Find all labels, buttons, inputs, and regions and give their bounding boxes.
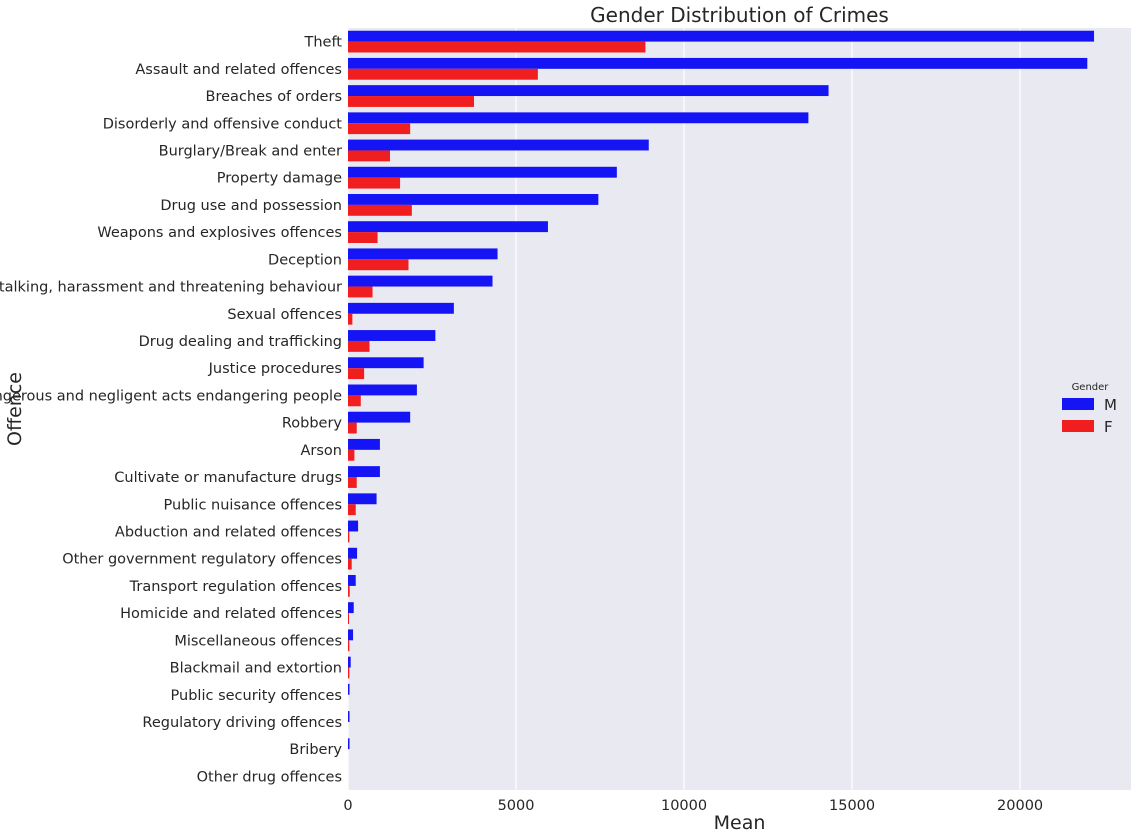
legend-swatch-m — [1062, 398, 1094, 410]
bar-f — [348, 123, 411, 135]
bar-m — [348, 112, 809, 124]
y-tick-label: Homicide and related offences — [120, 606, 342, 622]
bar-m — [348, 683, 350, 695]
bar-m — [348, 711, 350, 722]
bar-m — [348, 547, 358, 559]
y-tick-label: Transport regulation offences — [129, 579, 342, 595]
bar-f — [348, 232, 378, 243]
bar-m — [348, 30, 1095, 42]
bar-f — [348, 504, 356, 516]
legend-label-f: F — [1104, 418, 1113, 436]
bar-m — [348, 602, 354, 614]
y-tick-label: Deception — [268, 252, 342, 268]
bars — [348, 30, 1095, 750]
y-tick-label: Breaches of orders — [206, 89, 342, 105]
bar-m — [348, 466, 380, 478]
bar-f — [348, 313, 353, 325]
bar-f — [348, 96, 475, 107]
y-tick-label: Blackmail and extortion — [170, 661, 342, 677]
bar-m — [348, 384, 417, 396]
bar-m — [348, 330, 436, 341]
bar-f — [348, 204, 412, 216]
y-tick-label: Other drug offences — [197, 769, 342, 785]
x-tick-label: 20000 — [997, 798, 1043, 814]
x-tick-label: 0 — [343, 798, 352, 814]
bar-f — [348, 585, 350, 597]
x-axis-title: Mean — [714, 812, 766, 834]
y-tick-label: Weapons and explosives offences — [97, 225, 342, 241]
bar-f — [348, 150, 391, 162]
bar-f — [348, 368, 365, 380]
y-tick-label: Drug use and possession — [160, 198, 342, 214]
y-axis-title: Offence — [4, 372, 26, 446]
legend-swatch-f — [1062, 420, 1094, 432]
category-labels: Theft Assault and related offences Breache… — [0, 35, 342, 786]
y-tick-label: Public security offences — [171, 688, 342, 704]
y-tick-label: Abduction and related offences — [115, 524, 342, 540]
bar-m — [348, 85, 829, 97]
bar-m — [348, 575, 356, 586]
legend-title: Gender — [1072, 382, 1110, 393]
bar-f — [348, 286, 373, 298]
bar-f — [348, 340, 370, 352]
bar-f — [348, 449, 355, 461]
bar-f — [348, 531, 350, 543]
y-tick-label: Regulatory driving offences — [142, 715, 342, 731]
y-tick-label: Bribery — [289, 742, 342, 758]
bar-m — [348, 629, 354, 641]
bar-f — [348, 667, 350, 679]
x-tick-labels: 0 5000 10000 15000 20000 — [343, 798, 1043, 814]
bar-f — [348, 422, 357, 434]
bar-m — [348, 275, 493, 287]
y-tick-label: Disorderly and offensive conduct — [103, 116, 343, 132]
bar-f — [348, 41, 646, 53]
bar-f — [348, 395, 361, 407]
legend: Gender M F — [1062, 382, 1117, 436]
y-tick-label: Robbery — [282, 416, 343, 432]
y-tick-label: Stalking, harassment and threatening beh… — [0, 280, 342, 296]
bar-f — [348, 558, 352, 570]
y-tick-label: Miscellaneous offences — [174, 633, 342, 649]
bar-f — [348, 613, 350, 624]
bar-m — [348, 194, 599, 205]
bar-m — [348, 166, 617, 178]
y-tick-label: Justice procedures — [208, 361, 342, 377]
bar-f — [348, 177, 401, 189]
bar-m — [348, 438, 380, 450]
bar-m — [348, 248, 498, 260]
chart-title: Gender Distribution of Crimes — [590, 3, 889, 27]
bar-m — [348, 357, 424, 369]
bar-f — [348, 259, 409, 271]
y-tick-label: Other government regulatory offences — [62, 552, 342, 568]
y-tick-label: Assault and related offences — [135, 62, 342, 78]
y-tick-label: Dangerous and negligent acts endangering… — [0, 388, 342, 404]
y-tick-label: Burglary/Break and enter — [159, 143, 342, 159]
bar-m — [348, 57, 1088, 69]
bar-m — [348, 520, 359, 532]
bar-f — [348, 640, 350, 652]
y-tick-label: Public nuisance offences — [164, 497, 342, 513]
bar-m — [348, 302, 454, 314]
y-tick-label: Drug dealing and trafficking — [139, 334, 342, 350]
bar-m — [348, 493, 377, 505]
bar-m — [348, 656, 351, 668]
x-tick-label: 10000 — [661, 798, 707, 814]
y-tick-label: Arson — [301, 443, 343, 459]
bar-m — [348, 738, 350, 750]
legend-label-m: M — [1104, 396, 1117, 414]
bar-m — [348, 139, 649, 151]
x-tick-label: 5000 — [498, 798, 535, 814]
plot-background — [348, 28, 1131, 790]
bar-m — [348, 411, 411, 423]
y-tick-label: Sexual offences — [227, 307, 342, 323]
bar-f — [348, 477, 357, 488]
x-tick-label: 15000 — [829, 798, 875, 814]
y-tick-label: Theft — [303, 35, 342, 51]
y-tick-label: Cultivate or manufacture drugs — [114, 470, 342, 486]
y-tick-label: Property damage — [217, 171, 342, 187]
bar-m — [348, 221, 548, 233]
bar-f — [348, 68, 538, 80]
